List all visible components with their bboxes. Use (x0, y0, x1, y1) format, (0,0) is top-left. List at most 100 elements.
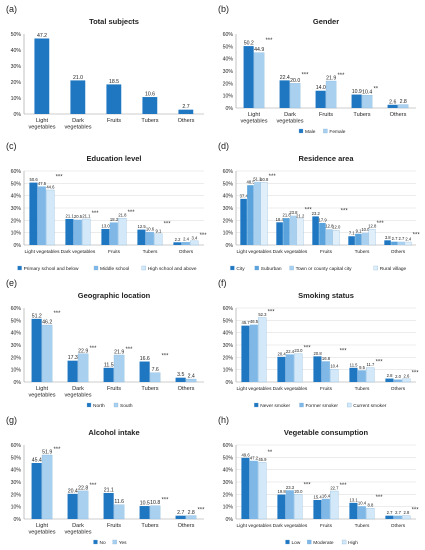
data-label: 19.8 (278, 489, 287, 494)
x-tick-label: Dark vegetables (64, 386, 91, 399)
significance-marker: *** (128, 210, 136, 216)
data-label: 2.7 (182, 104, 189, 110)
data-label: 11.6 (114, 499, 124, 505)
chart-title: Smoking status (298, 291, 354, 300)
legend-label: Male (305, 129, 316, 135)
y-tick-label: 40% (223, 57, 234, 63)
data-label: 2.0 (395, 374, 401, 379)
bar (289, 83, 301, 109)
legend-label: Former smoker (306, 403, 339, 409)
bar (65, 218, 74, 245)
data-label: 8.8 (367, 503, 373, 508)
legend-label: High (348, 540, 358, 546)
legend-swatch (373, 265, 378, 271)
bar (101, 228, 110, 245)
x-tick-label: Light vegetables (28, 386, 55, 399)
data-label: 47.2 (250, 455, 259, 460)
legend-label: Female (329, 129, 345, 135)
data-label: 10.6 (145, 92, 155, 98)
data-label: 45.4 (32, 458, 42, 464)
legend: Primary school and below Middle school Hig… (17, 265, 197, 272)
data-label: 2.8 (188, 510, 195, 516)
x-tick-label: Others (178, 386, 195, 392)
significance-marker: *** (301, 72, 309, 78)
legend-label: Suburban (261, 266, 282, 272)
bar (393, 379, 402, 382)
data-label: 18.4 (276, 217, 285, 222)
y-tick-label: 50% (11, 32, 22, 38)
data-label: 10.8 (150, 500, 160, 506)
significance-marker: *** (340, 348, 348, 354)
bar (296, 218, 304, 246)
legend-swatch (323, 128, 328, 134)
bar (149, 505, 161, 520)
bar (355, 233, 362, 245)
y-tick-label: 50% (11, 455, 22, 461)
y-tick-label: 20% (223, 81, 234, 87)
bar (312, 216, 319, 245)
data-label: 21.8 (118, 213, 127, 218)
bar (384, 240, 391, 245)
data-label: 49.6 (242, 452, 251, 457)
legend-swatch (93, 539, 98, 545)
bar (37, 186, 46, 245)
bar (277, 494, 286, 519)
bar (368, 229, 376, 246)
y-tick-label: 10% (11, 231, 22, 237)
y-tick-label: 0% (14, 243, 22, 249)
x-tick-label: Tubers (141, 386, 158, 392)
bar (349, 367, 358, 382)
legend: Never smoker Former smoker Current smoker (254, 402, 387, 409)
legend-swatch (347, 402, 352, 408)
data-label: 2.2 (175, 237, 181, 242)
y-tick-label: 50% (223, 181, 234, 187)
x-tick-label: Others (179, 249, 194, 255)
data-label: 50.2 (244, 41, 254, 47)
x-tick-label: Dark vegetables (273, 523, 308, 529)
y-tick-label: 10% (223, 368, 234, 374)
y-tick-label: 60% (11, 306, 22, 312)
bar (258, 317, 267, 383)
x-tick-label: Others (391, 523, 406, 529)
data-label: 51.2 (32, 313, 42, 319)
chart-panel-c: (c) Education level 0% 10% 20% 30% 40% 50% 60% 50… (6, 141, 207, 272)
significance-marker: *** (376, 360, 384, 366)
data-label: 10.9 (352, 89, 362, 95)
y-tick-label: 50% (11, 318, 22, 324)
data-label: 2.8 (400, 99, 407, 105)
bar (34, 38, 50, 115)
legend-label: No (100, 540, 106, 546)
y-tick-label: 40% (11, 331, 22, 337)
data-label: 3.8 (385, 235, 391, 240)
legend-label: Moderate (313, 540, 334, 546)
x-tick-label: Tubers (141, 118, 158, 124)
data-label: 12.5 (138, 224, 147, 229)
bar (330, 490, 339, 520)
significance-marker: *** (56, 175, 64, 181)
bar (109, 222, 118, 245)
significance-marker: *** (340, 483, 348, 489)
data-label: 11.5 (104, 362, 114, 368)
data-label: 20.5 (74, 214, 83, 219)
significance-marker: *** (164, 222, 172, 228)
significance-marker: *** (304, 482, 312, 488)
x-tick-label: Light vegetables (237, 523, 273, 529)
chart-title: Gender (313, 17, 339, 26)
data-label: 50.8 (260, 177, 269, 182)
chart-title: Vegetable consumption (284, 428, 369, 437)
bar (185, 378, 197, 383)
chart-panel-b: (b)Gender0%10%20%30%40%50%60%50.244.9***… (218, 4, 416, 135)
data-label: 47.2 (37, 33, 47, 39)
x-tick-label: Fruits (320, 386, 333, 392)
legend-swatch (112, 539, 117, 545)
y-tick-label: 0% (14, 517, 22, 523)
bar (325, 80, 337, 109)
x-tick-label: Light vegetables (28, 118, 55, 131)
panel-letter: (a) (6, 4, 17, 14)
bar (260, 182, 268, 246)
y-tick-label: 40% (223, 331, 234, 337)
bar (249, 460, 258, 519)
bar (73, 219, 82, 245)
x-tick-label: Light vegetables (240, 112, 267, 125)
data-label: 21.9 (326, 75, 336, 81)
